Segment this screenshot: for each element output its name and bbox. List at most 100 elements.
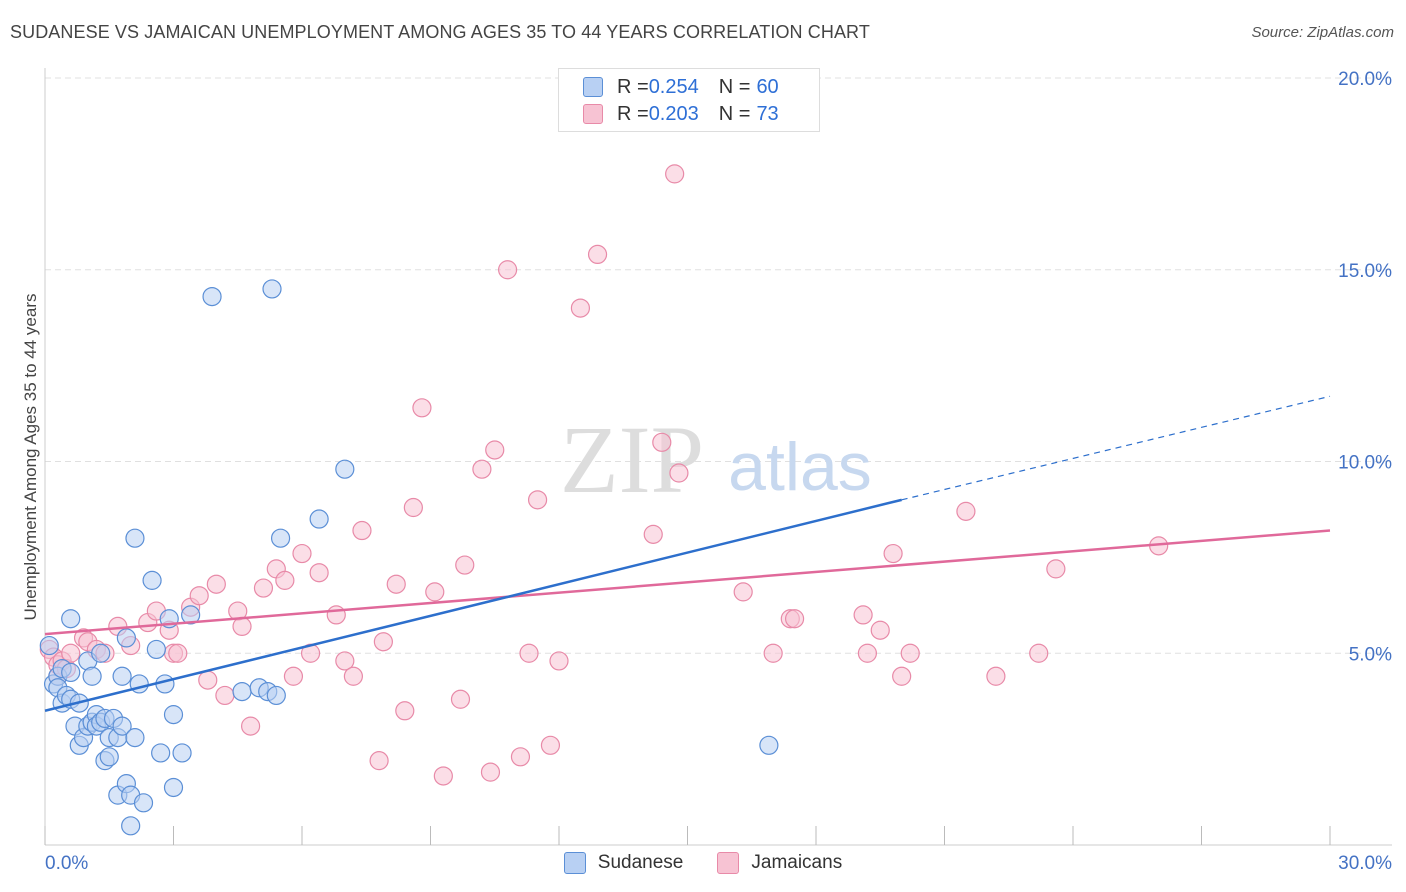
sudanese-point (133, 793, 154, 813)
bottom-legend: Sudanese Jamaicans (0, 852, 1406, 874)
jamaican-point (733, 582, 753, 602)
y-tick-label: 15.0% (1338, 261, 1392, 282)
legend-n-value-jamaicans: 73 (756, 102, 779, 125)
jamaican-point (763, 643, 783, 663)
chart-title: SUDANESE VS JAMAICAN UNEMPLOYMENT AMONG … (10, 22, 870, 42)
jamaican-point (403, 497, 423, 518)
gridlines (45, 77, 1392, 654)
legend-n-label: N = (718, 75, 751, 98)
x-tick-label-max: 30.0% (1338, 853, 1392, 874)
jamaican-point (857, 643, 878, 663)
jamaican-point (549, 651, 569, 671)
sudanese-point (61, 662, 81, 683)
jamaican-point (206, 574, 226, 594)
jamaican-point (335, 651, 355, 671)
jamaican-point (519, 643, 539, 663)
tick-labels: 5.0% 10.0% 15.0% 20.0% 0.0% 30.0% (45, 69, 1392, 874)
y-tick-label: 10.0% (1338, 453, 1392, 474)
legend-r-label: R = (617, 75, 649, 98)
sudanese-points (39, 279, 779, 836)
jamaican-point (587, 244, 608, 265)
jamaican-point (275, 570, 295, 590)
bottom-legend-sudanese: Sudanese (563, 852, 683, 874)
legend-r-label: R = (617, 102, 649, 125)
bottom-legend-swatch-sudanese (563, 852, 586, 874)
sudanese-point (172, 743, 192, 763)
sudanese-point (99, 747, 119, 767)
jamaican-point (343, 666, 363, 686)
jamaican-point (198, 670, 218, 690)
legend-swatch-sudanese (583, 77, 603, 97)
legend-r-value-sudanese: 0.254 (648, 75, 699, 98)
jamaican-point (652, 432, 672, 452)
sudanese-point (266, 685, 286, 706)
jamaican-point (665, 164, 685, 184)
jamaican-point (309, 563, 329, 583)
jamaican-point (892, 666, 912, 686)
trend-lines (44, 395, 1331, 712)
sudanese-point (151, 743, 171, 763)
jamaican-point (510, 747, 531, 767)
jamaican-point (253, 578, 274, 598)
jamaican-point (1029, 643, 1049, 663)
jamaican-point (956, 501, 976, 521)
y-tick-label: 5.0% (1349, 644, 1392, 665)
sudanese-point (335, 459, 355, 479)
legend-box: R = 0.254 N = 60 R = 0.203 N = 73 (558, 68, 820, 132)
jamaican-point (455, 555, 475, 575)
jamaican-point (853, 605, 873, 625)
sudanese-point (112, 716, 132, 736)
jamaican-point (643, 524, 663, 544)
sudanese-point (270, 528, 291, 548)
jamaican-point (433, 766, 453, 786)
jamaican-point (283, 666, 304, 686)
jamaican-points (39, 164, 1169, 786)
legend-r-value-jamaicans: 0.203 (648, 102, 699, 125)
legend-n-label: N = (718, 102, 751, 125)
jamaican-point (784, 609, 805, 629)
jamaican-point (425, 582, 445, 602)
sudanese-point (181, 605, 201, 625)
jamaican-point (1046, 559, 1066, 579)
sudanese-trend-extension (901, 395, 1331, 501)
sudanese-trend-line (44, 498, 902, 712)
axes (44, 68, 1392, 846)
sudanese-point (202, 286, 222, 307)
jamaican-point (373, 632, 393, 652)
sudanese-point (309, 509, 329, 529)
y-tick-label: 20.0% (1338, 69, 1392, 90)
jamaican-point (498, 260, 518, 280)
jamaican-point (870, 620, 890, 640)
legend-n-value-sudanese: 60 (756, 75, 779, 98)
jamaican-point (352, 520, 372, 541)
sudanese-point (146, 639, 166, 660)
sudanese-point (82, 666, 102, 686)
sudanese-point (91, 643, 111, 663)
sudanese-point (125, 728, 145, 748)
sudanese-point (232, 681, 252, 702)
jamaican-point (883, 543, 903, 564)
bottom-legend-jamaicans: Jamaicans (717, 852, 842, 874)
sudanese-point (142, 570, 162, 590)
jamaican-point (292, 543, 312, 564)
jamaican-point (215, 685, 235, 706)
jamaican-point (986, 666, 1006, 686)
jamaican-trend-line (44, 529, 1331, 636)
bottom-legend-swatch-jamaicans (717, 852, 740, 874)
sudanese-point (163, 777, 184, 798)
jamaican-point (232, 616, 252, 637)
watermark-atlas: atlas (728, 429, 872, 505)
jamaican-point (480, 762, 501, 782)
bottom-legend-label-jamaicans: Jamaicans (751, 852, 843, 873)
sudanese-point (121, 816, 141, 836)
jamaican-point (485, 440, 505, 460)
jamaican-point (527, 490, 548, 510)
sudanese-point (61, 609, 81, 629)
sudanese-point (163, 705, 184, 725)
jamaican-point (241, 716, 261, 736)
source-label: Source: ZipAtlas.com (1251, 24, 1394, 41)
jamaican-point (395, 701, 415, 721)
jamaican-point (326, 605, 346, 625)
jamaican-point (472, 459, 492, 479)
